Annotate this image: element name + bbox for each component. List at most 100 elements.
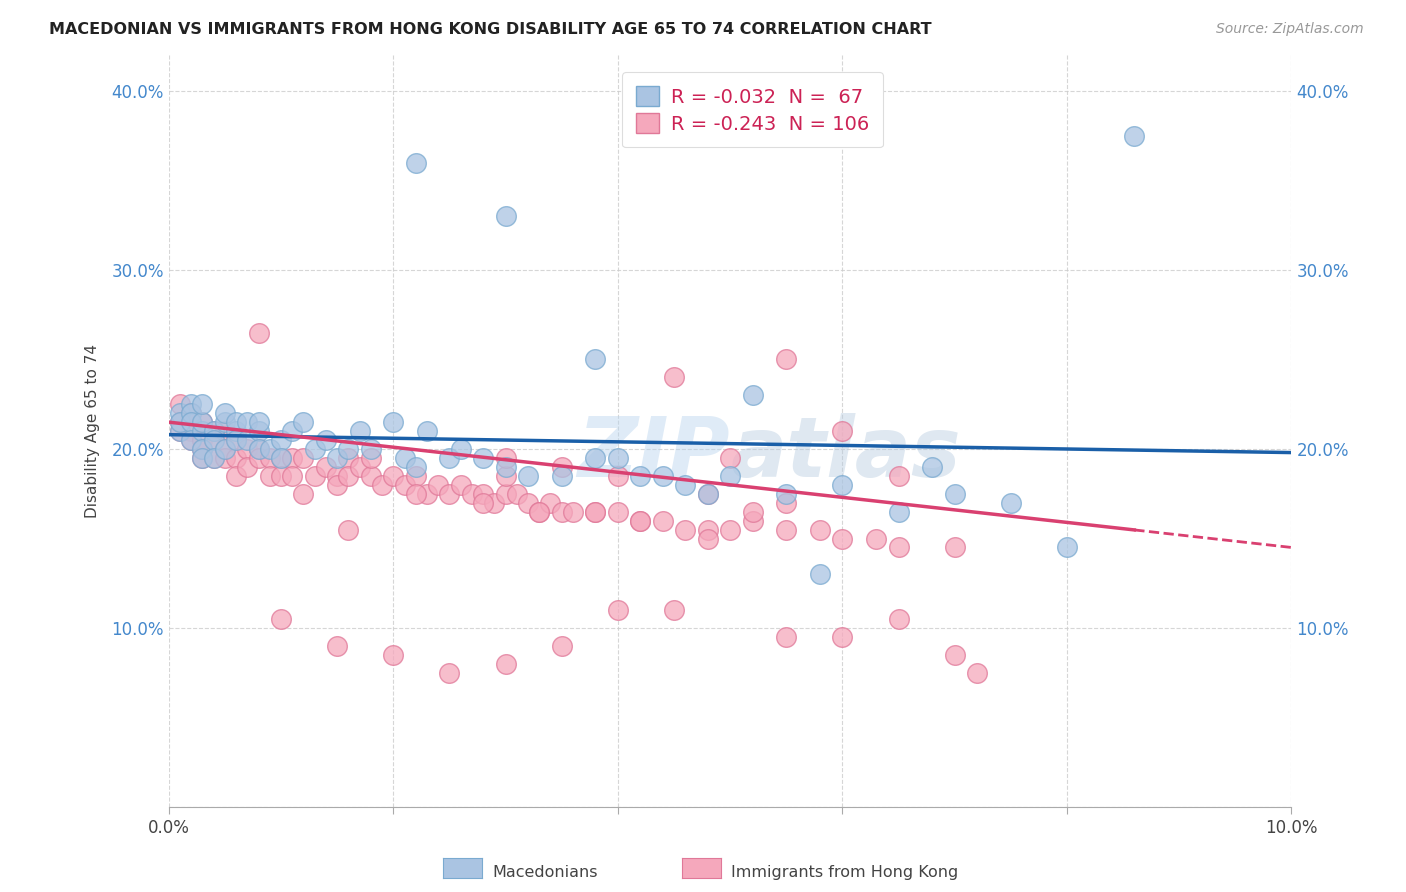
Text: MACEDONIAN VS IMMIGRANTS FROM HONG KONG DISABILITY AGE 65 TO 74 CORRELATION CHAR: MACEDONIAN VS IMMIGRANTS FROM HONG KONG …	[49, 22, 932, 37]
Point	[495, 657, 517, 671]
Point	[191, 450, 214, 465]
Point	[775, 523, 797, 537]
Point	[495, 450, 517, 465]
Point	[529, 505, 551, 519]
Point	[651, 468, 673, 483]
Point	[214, 406, 236, 420]
Point	[191, 450, 214, 465]
Point	[180, 406, 202, 420]
Point	[943, 487, 966, 501]
Point	[606, 468, 628, 483]
Point	[225, 450, 247, 465]
Point	[180, 424, 202, 438]
Text: Immigrants from Hong Kong: Immigrants from Hong Kong	[731, 865, 959, 880]
Point	[191, 397, 214, 411]
Point	[247, 415, 270, 429]
Point	[583, 505, 606, 519]
Point	[326, 639, 349, 653]
Point	[484, 496, 506, 510]
Point	[281, 424, 304, 438]
Point	[202, 433, 225, 447]
Point	[741, 388, 763, 402]
Point	[191, 442, 214, 456]
Point	[495, 209, 517, 223]
Point	[583, 450, 606, 465]
Point	[831, 478, 853, 492]
Point	[394, 450, 416, 465]
Point	[360, 442, 382, 456]
Point	[304, 442, 326, 456]
Point	[831, 532, 853, 546]
Point	[887, 541, 910, 555]
Point	[718, 468, 741, 483]
Text: Macedonians: Macedonians	[492, 865, 598, 880]
Point	[270, 433, 292, 447]
Point	[427, 478, 450, 492]
Point	[180, 415, 202, 429]
Point	[214, 415, 236, 429]
Point	[169, 424, 191, 438]
Point	[673, 523, 696, 537]
Point	[831, 424, 853, 438]
Point	[551, 468, 574, 483]
Point	[236, 415, 259, 429]
Point	[718, 523, 741, 537]
Point	[326, 450, 349, 465]
Point	[551, 459, 574, 474]
Point	[169, 415, 191, 429]
Point	[540, 496, 562, 510]
Point	[169, 424, 191, 438]
Point	[472, 450, 495, 465]
Point	[651, 514, 673, 528]
Point	[517, 468, 540, 483]
Point	[169, 415, 191, 429]
Point	[628, 514, 651, 528]
Point	[606, 603, 628, 617]
Point	[281, 468, 304, 483]
Point	[337, 523, 360, 537]
Point	[270, 450, 292, 465]
Point	[180, 433, 202, 447]
Point	[382, 648, 405, 662]
Point	[247, 442, 270, 456]
Point	[191, 424, 214, 438]
Point	[202, 450, 225, 465]
Point	[169, 397, 191, 411]
Point	[775, 352, 797, 367]
Point	[180, 415, 202, 429]
Point	[214, 442, 236, 456]
Point	[529, 505, 551, 519]
Point	[180, 433, 202, 447]
Point	[292, 415, 315, 429]
Point	[551, 639, 574, 653]
Point	[292, 450, 315, 465]
Point	[371, 478, 394, 492]
Point	[495, 468, 517, 483]
Point	[326, 468, 349, 483]
Point	[439, 665, 461, 680]
Point	[696, 532, 718, 546]
Point	[606, 450, 628, 465]
Point	[439, 450, 461, 465]
Point	[1123, 128, 1146, 143]
Point	[360, 468, 382, 483]
Point	[943, 541, 966, 555]
Y-axis label: Disability Age 65 to 74: Disability Age 65 to 74	[86, 344, 100, 518]
Point	[349, 459, 371, 474]
Point	[943, 648, 966, 662]
Point	[315, 433, 337, 447]
Point	[191, 415, 214, 429]
Point	[741, 505, 763, 519]
Point	[337, 450, 360, 465]
Point	[775, 487, 797, 501]
Point	[517, 496, 540, 510]
Point	[259, 450, 281, 465]
Point	[405, 487, 427, 501]
Point	[247, 326, 270, 340]
Point	[583, 352, 606, 367]
Point	[966, 665, 988, 680]
Point	[583, 505, 606, 519]
Point	[461, 487, 484, 501]
Point	[214, 424, 236, 438]
Point	[450, 442, 472, 456]
